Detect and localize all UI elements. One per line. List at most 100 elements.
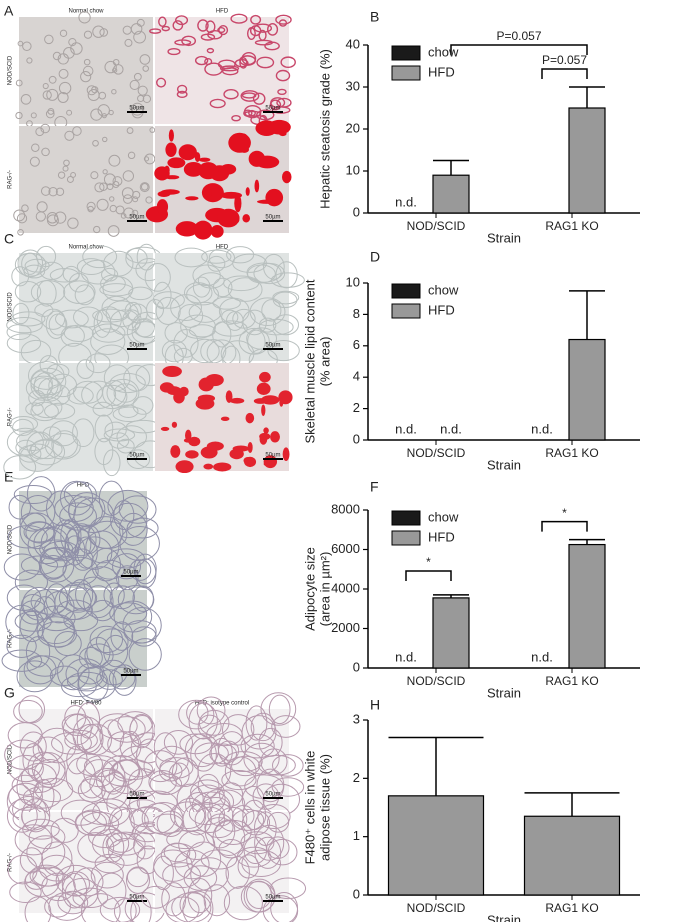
- legend-label: chow: [428, 44, 459, 59]
- fiber: [170, 294, 202, 321]
- annotation: n.d.: [395, 649, 417, 664]
- fiber: [14, 281, 42, 303]
- adipocyte: [21, 798, 51, 833]
- lipid: [241, 92, 257, 99]
- adipocyte: [99, 896, 141, 922]
- cell: [144, 153, 156, 165]
- micrograph: [19, 17, 153, 124]
- adipocyte: [40, 547, 68, 579]
- adipocyte: [152, 813, 184, 834]
- lipid: [165, 142, 177, 157]
- adipocyte: [217, 731, 247, 766]
- lipid: [256, 382, 271, 395]
- lipid: [247, 441, 253, 453]
- adipocyte: [162, 862, 201, 889]
- adipocyte: [223, 885, 263, 921]
- lipid: [246, 27, 256, 41]
- cell: [123, 207, 135, 219]
- x-tick-label: NOD/SCID: [407, 674, 466, 688]
- scale-label: 50µm: [265, 106, 280, 112]
- adipocyte: [153, 732, 177, 762]
- legend-swatch: [391, 303, 421, 319]
- lipid: [248, 109, 256, 117]
- fiber: [11, 266, 30, 287]
- adipocyte: [75, 810, 107, 836]
- panel-letter: C: [4, 231, 14, 247]
- adipocyte: [182, 890, 214, 922]
- adipocyte: [241, 849, 282, 877]
- cell: [126, 127, 134, 134]
- annotation: n.d.: [395, 194, 417, 209]
- cell: [20, 94, 32, 105]
- fiber: [6, 333, 42, 354]
- cell: [44, 34, 54, 45]
- x-tick-label: RAG1 KO: [545, 219, 598, 233]
- x-tick-label: NOD/SCID: [407, 446, 466, 460]
- adipocyte: [108, 837, 146, 866]
- adipocyte: [54, 584, 92, 621]
- adipocyte: [32, 866, 65, 887]
- adipocyte: [183, 865, 218, 891]
- bracket: [541, 520, 588, 532]
- lipid: [250, 14, 262, 25]
- adipocyte: [178, 699, 215, 730]
- lipid: [178, 144, 197, 161]
- scale-label: 50µm: [129, 106, 144, 112]
- fiber: [190, 338, 220, 364]
- lipid: [206, 188, 212, 198]
- adipocyte: [14, 824, 53, 856]
- adipocyte: [118, 495, 157, 524]
- adipocyte: [149, 773, 183, 796]
- cell: [48, 186, 58, 197]
- cell: [133, 72, 142, 81]
- adipocyte: [5, 604, 39, 639]
- cell: [26, 57, 33, 64]
- fiber: [94, 437, 114, 466]
- lipid: [209, 98, 226, 109]
- scale-label: 50µm: [123, 669, 138, 675]
- column-label: HFD: F4/80: [70, 701, 102, 707]
- micrograph: [19, 126, 153, 233]
- adipocyte: [24, 896, 52, 922]
- fiber: [42, 426, 62, 442]
- adipocyte: [190, 857, 229, 892]
- fiber: [116, 438, 135, 454]
- fiber: [272, 290, 300, 305]
- adipocyte: [57, 654, 90, 691]
- adipocyte: [237, 854, 260, 879]
- annotation: n.d.: [395, 421, 417, 436]
- lipid: [157, 190, 171, 198]
- adipocyte: [59, 502, 97, 531]
- fiber: [212, 321, 232, 348]
- y-tick-label: 30: [346, 78, 360, 93]
- adipocyte: [19, 610, 45, 643]
- cell: [102, 136, 108, 143]
- adipocyte: [108, 666, 136, 690]
- adipocyte: [126, 867, 149, 888]
- cell: [66, 175, 74, 183]
- cell: [72, 126, 82, 136]
- bar: [387, 795, 485, 896]
- adipocyte: [271, 777, 305, 797]
- adipocyte: [243, 742, 280, 775]
- legend-label: HFD: [428, 64, 455, 79]
- adipocyte: [26, 835, 66, 870]
- adipocyte: [132, 585, 154, 612]
- lipid: [154, 166, 170, 181]
- lipid: [156, 199, 169, 215]
- fiber: [188, 301, 222, 323]
- cell: [120, 213, 127, 219]
- fiber: [6, 427, 44, 457]
- lipid: [254, 179, 260, 193]
- adipocyte: [223, 751, 263, 773]
- fiber: [82, 245, 118, 269]
- fiber: [91, 323, 126, 343]
- adipocyte: [119, 525, 160, 561]
- adipocyte: [30, 588, 69, 615]
- lipid: [181, 35, 197, 47]
- adipocyte: [113, 898, 137, 922]
- lipid: [245, 187, 250, 196]
- cell: [97, 104, 110, 117]
- y-tick-label: 6000: [331, 541, 360, 556]
- fiber: [275, 261, 298, 289]
